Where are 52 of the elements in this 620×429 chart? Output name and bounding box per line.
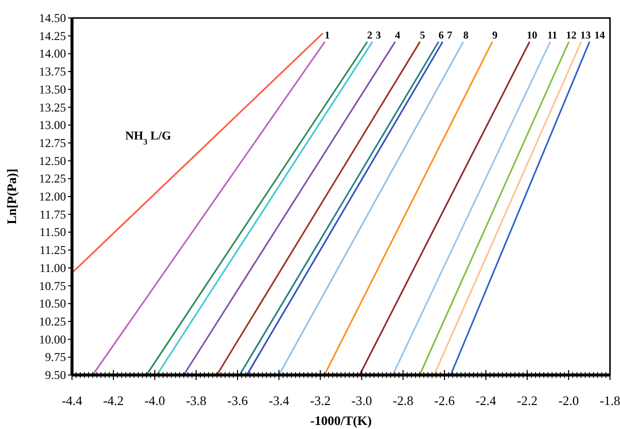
series-label: 6 [438,30,444,42]
y-tick-label: 12.25 [39,172,66,186]
y-axis-title: Ln[P(Pa)] [4,168,19,224]
series-label: 12 [566,30,577,42]
y-tick-label: 10.50 [39,296,66,311]
series-label: 13 [580,30,591,42]
series-label: 7 [447,30,452,42]
y-tick-label: 14.25 [39,28,66,43]
y-tick-label: 12.50 [39,154,66,168]
series-label: 11 [547,30,558,42]
y-tick-label: 10.00 [39,332,66,346]
series-label: 14 [594,30,606,42]
y-tick-label: 14.00 [39,46,66,61]
y-tick-label: 9.75 [45,350,66,364]
series-label: 8 [463,30,469,42]
series-label: 9 [492,30,498,42]
series-label: 10 [526,30,538,42]
x-tick-label: -1.8 [600,393,620,408]
y-tick-label: 10.75 [39,278,66,293]
y-tick-label: 12.00 [39,190,66,204]
x-tick-label: -3.4 [268,393,290,408]
x-tick-label: -2.0 [558,393,579,408]
x-tick-label: -3.8 [186,393,206,408]
x-tick-label: -3.0 [351,393,372,408]
series-label: NH$_{3}$ L/G [125,128,172,146]
y-tick-label: 11.50 [39,225,66,240]
series-label: 2 [367,30,372,42]
y-tick-label: 13.00 [39,118,66,132]
x-axis-title: -1000/T(K) [310,413,372,428]
y-tick-label: 13.75 [39,64,66,79]
x-tick-label: -4.0 [144,393,166,408]
y-tick-label: 12.75 [39,136,66,150]
y-tick-label: 11.00 [39,260,66,275]
x-tick-label: -2.2 [516,393,538,408]
y-tick-label: 13.25 [39,100,66,114]
y-tick-label: 14.50 [39,11,66,25]
y-tick-label: 13.50 [39,82,66,96]
x-tick-label: -2.6 [434,393,456,408]
y-tick-label: 9.50 [45,368,66,382]
y-tick-label: 11.25 [39,243,66,258]
x-tick-label: -3.2 [310,393,331,408]
x-tick-label: -3.6 [227,393,248,408]
y-tick-label: 10.25 [39,314,66,328]
x-tick-label: -4.4 [62,393,83,408]
series-label: 5 [420,30,426,42]
y-tick-label: 11.75 [39,207,66,222]
series-label: 1 [324,30,330,42]
series-label: 3 [376,30,381,42]
x-tick-label: -2.4 [476,393,497,408]
x-tick-label: -4.2 [103,393,124,408]
x-tick-label: -2.8 [392,393,414,408]
series-label: 4 [395,30,401,42]
